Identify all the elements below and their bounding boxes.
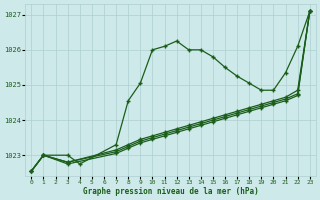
- X-axis label: Graphe pression niveau de la mer (hPa): Graphe pression niveau de la mer (hPa): [83, 187, 259, 196]
